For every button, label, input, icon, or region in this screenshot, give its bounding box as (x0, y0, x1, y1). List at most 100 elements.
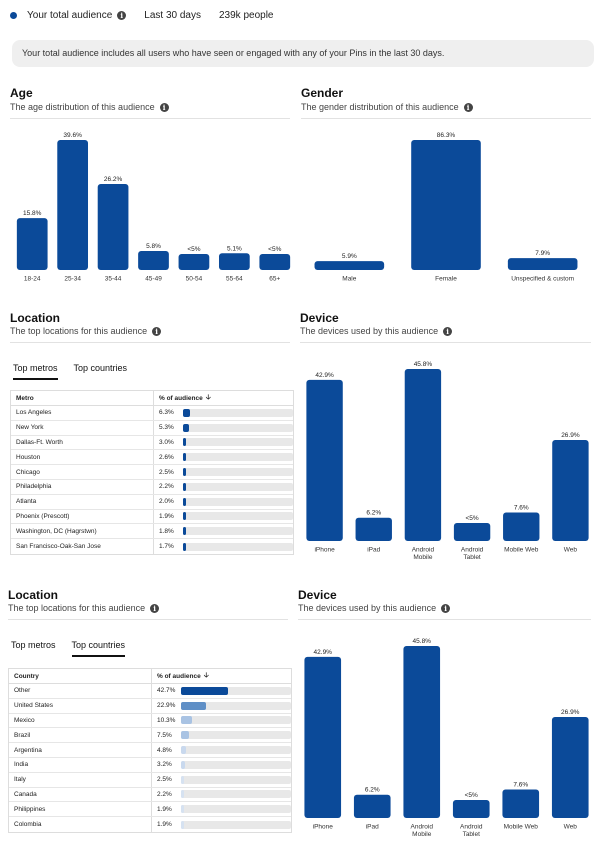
info-icon[interactable]: i (443, 326, 453, 336)
bar-50-54[interactable] (178, 254, 210, 270)
bar-female[interactable] (411, 140, 481, 270)
percent-cell: 1.9% (152, 802, 291, 816)
percent-bar-track (183, 408, 293, 417)
percent-value: 2.0% (159, 498, 174, 506)
location-name: Phoenix (Prescott) (11, 509, 154, 524)
bar-android-tablet[interactable] (452, 800, 490, 818)
percent-value: 1.8% (159, 527, 174, 535)
bar-55-64[interactable] (218, 253, 250, 270)
divider (300, 342, 591, 343)
percent-column-header[interactable]: % of audience 🡣 (154, 391, 211, 405)
percent-cell: 4.8% (152, 743, 291, 757)
tick-label: iPad (366, 824, 379, 831)
percent-bar-fill (181, 716, 193, 725)
location-name: Philadelphia (11, 479, 154, 494)
data-label: 42.9% (315, 372, 334, 379)
percent-bar-track (181, 790, 291, 799)
percent-value: 2.6% (159, 453, 174, 461)
percent-column-header[interactable]: % of audience 🡣 (152, 669, 209, 683)
device-chart: 42.9%iPhone6.2%iPad45.8%AndroidMobile<5%… (306, 361, 589, 561)
location-name: Canada (9, 787, 152, 802)
percent-cell: 2.2% (152, 788, 291, 802)
location-name: United States (9, 698, 152, 713)
bar-android-tablet[interactable] (453, 523, 491, 541)
tick-label: Mobile (413, 554, 433, 561)
percent-bar-track (181, 805, 291, 814)
bar-65-[interactable] (259, 254, 291, 270)
percent-cell: 1.8% (154, 524, 293, 538)
tick-label: Female (435, 276, 457, 283)
tick-label: Android (411, 824, 434, 831)
bar-iphone[interactable] (304, 656, 342, 818)
device-subtitle-text: The devices used by this audience (300, 326, 439, 336)
data-label: 39.6% (63, 132, 82, 139)
bar-android-mobile[interactable] (404, 369, 442, 541)
location-name: Other (9, 684, 152, 698)
bar-android-mobile[interactable] (403, 646, 441, 818)
data-label: 7.6% (514, 504, 529, 511)
percent-value: 2.2% (159, 483, 174, 491)
tab-top-metros[interactable]: Top metros (11, 640, 56, 650)
info-icon[interactable]: i (463, 102, 473, 112)
location-name: Dallas-Ft. Worth (11, 435, 154, 450)
tick-label: Mobile (412, 831, 432, 838)
percent-value: 1.9% (157, 805, 172, 813)
tick-label: Mobile Web (504, 547, 539, 554)
bar-iphone[interactable] (306, 379, 343, 541)
tick-label: 50-54 (186, 276, 203, 283)
table-row: Houston 2.6% (11, 450, 293, 466)
bar-unspecified-custom[interactable] (507, 258, 578, 270)
percent-cell: 7.5% (152, 728, 291, 742)
bar-18-24[interactable] (16, 218, 48, 270)
tick-label: 55-64 (226, 276, 243, 283)
bar-mobile-web[interactable] (503, 512, 540, 541)
data-label: 6.2% (366, 510, 381, 517)
metros-table: Metro % of audience 🡣 Los Angeles 6.3% New… (10, 390, 294, 555)
device-subtitle: The devices used by this audience i (298, 603, 451, 613)
tick-label: Male (342, 276, 356, 283)
tick-label: Android (412, 547, 435, 554)
location-subtitle-text: The top locations for this audience (8, 603, 146, 613)
tab-top-countries[interactable]: Top countries (73, 363, 128, 373)
table-header: Metro % of audience 🡣 (11, 391, 293, 406)
bar-mobile-web[interactable] (502, 789, 540, 818)
tab-top-countries[interactable]: Top countries (71, 640, 126, 657)
bar-web[interactable] (551, 716, 589, 818)
sort-down-icon[interactable]: 🡣 (205, 393, 211, 401)
table-row: Colombia 1.9% (9, 817, 291, 832)
percent-value: 2.5% (157, 776, 172, 784)
bar-35-44[interactable] (97, 183, 129, 270)
table-row: Philippines 1.9% (9, 802, 291, 818)
bar-25-34[interactable] (57, 140, 89, 270)
percent-cell: 2.6% (154, 450, 293, 464)
bar-ipad[interactable] (353, 794, 391, 818)
tab-top-metros[interactable]: Top metros (13, 363, 58, 380)
info-icon[interactable]: i (152, 326, 162, 336)
country-column-header: Country (9, 669, 152, 683)
info-icon[interactable]: i (117, 10, 127, 20)
info-icon[interactable]: i (441, 603, 451, 613)
table-row: Philadelphia 2.2% (11, 479, 293, 495)
bar-ipad[interactable] (355, 517, 392, 541)
percent-bar-fill (181, 775, 184, 784)
audience-header: Your total audience i Last 30 days 239k … (10, 6, 273, 24)
location-name: Argentina (9, 743, 152, 757)
location-name: Italy (9, 772, 152, 787)
percent-value: 2.2% (157, 790, 172, 798)
percent-cell: 5.3% (154, 421, 293, 435)
info-icon[interactable]: i (159, 102, 169, 112)
bar-web[interactable] (552, 439, 589, 541)
percent-value: 10.3% (157, 716, 176, 724)
location-name: New York (11, 420, 154, 435)
info-icon[interactable]: i (150, 603, 160, 613)
bar-45-49[interactable] (138, 250, 169, 270)
percent-bar-fill (183, 468, 186, 477)
bar-male[interactable] (314, 261, 385, 270)
divider (8, 619, 288, 620)
table-row: Canada 2.2% (9, 787, 291, 803)
sort-down-icon[interactable]: 🡣 (203, 671, 209, 679)
data-label: 5.9% (342, 253, 357, 260)
divider (298, 619, 591, 620)
data-label: <5% (187, 246, 200, 253)
percent-cell: 42.7% (152, 684, 291, 698)
